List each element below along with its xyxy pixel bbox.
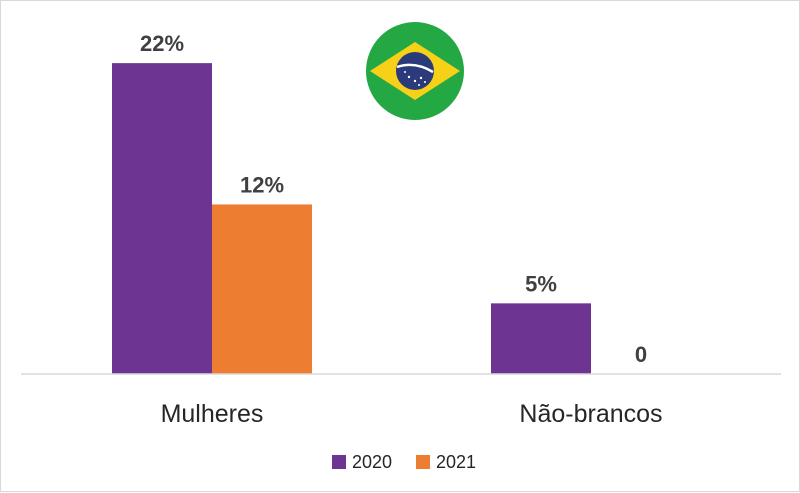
bar-2020-mulheres [112, 63, 212, 375]
category-label: Não-brancos [519, 400, 662, 428]
legend: 2020 2021 [332, 452, 476, 472]
legend-swatch-2020 [332, 455, 346, 469]
brazil-flag-icon [366, 22, 464, 120]
value-label-2021-não-brancos: 0 [635, 342, 647, 367]
value-label-2020-mulheres: 22% [140, 31, 184, 56]
category-label: Mulheres [161, 400, 264, 428]
value-label-2020-não-brancos: 5% [525, 271, 557, 296]
value-labels-group: 22% 12% 5% 0 [140, 31, 647, 367]
bars-group [112, 63, 591, 375]
value-label-2021-mulheres: 12% [240, 172, 284, 197]
legend-label-2021: 2021 [436, 452, 476, 472]
bar-2021-mulheres [212, 204, 312, 374]
category-labels-group: Mulheres Não-brancos [161, 400, 663, 428]
legend-swatch-2021 [416, 455, 430, 469]
bar-2020-não-brancos [491, 303, 591, 374]
legend-label-2020: 2020 [352, 452, 392, 472]
